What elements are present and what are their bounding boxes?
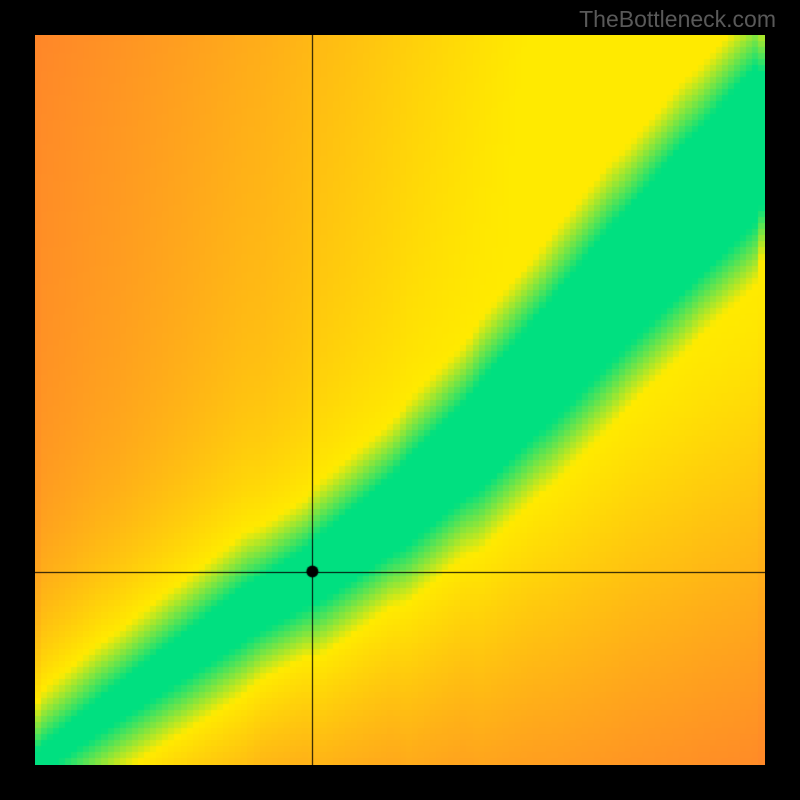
bottleneck-heatmap [35,35,765,765]
chart-container: TheBottleneck.com [0,0,800,800]
watermark-label: TheBottleneck.com [579,6,776,33]
